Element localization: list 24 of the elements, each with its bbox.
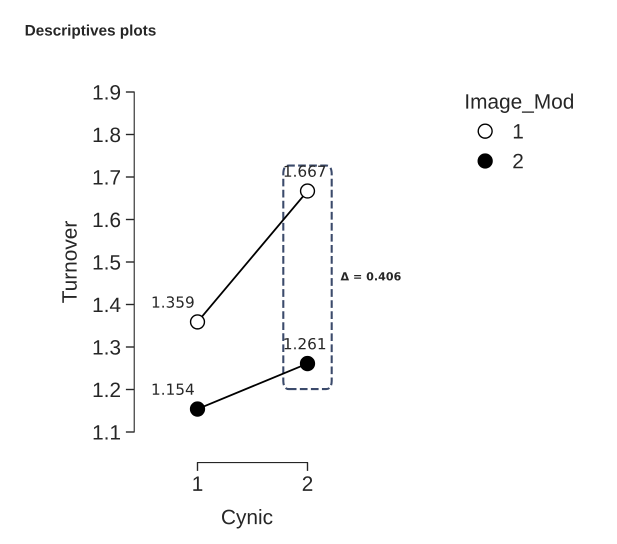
y-tick-label: 1.4 [94,298,120,312]
chart-title: Descriptives plots [26,24,156,39]
data-label: 1.261 [284,338,326,350]
y-tick-label: 1.9 [94,85,120,100]
point [190,401,206,417]
y-tick-label: 1.5 [94,255,120,270]
legend-label: 1 [514,124,523,138]
legend-title: Image_Mod [466,94,574,113]
y-tick-label: 1.7 [94,170,120,185]
annotation: Δ = 0.406 [340,272,401,281]
y-tick-label: 1.3 [94,340,120,355]
y-tick-label: 1.6 [94,212,120,228]
point [300,356,316,372]
point [300,183,316,199]
legend-label: 2 [513,154,523,168]
y-tick-label: 1.8 [94,128,120,142]
y-tick-label: 1.1 [94,425,120,440]
y-tick-label: 1.2 [94,382,120,398]
data-label: 1.359 [152,296,194,308]
x-axis-title: Cynic [222,509,272,528]
point [190,314,206,330]
data-label: 1.667 [284,165,326,177]
y-axis-title: Turnover [62,221,77,303]
data-label: 1.154 [152,384,194,395]
